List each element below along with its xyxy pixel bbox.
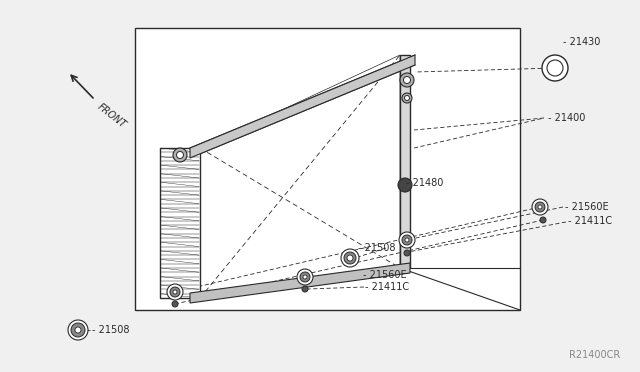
Polygon shape	[190, 55, 415, 158]
Circle shape	[347, 255, 353, 261]
Polygon shape	[400, 55, 410, 268]
Text: - 21508: - 21508	[358, 243, 396, 253]
Circle shape	[547, 60, 563, 76]
Text: R21400CR: R21400CR	[569, 350, 620, 360]
Circle shape	[297, 269, 313, 285]
Bar	[135, 28, 520, 310]
Circle shape	[75, 327, 81, 333]
Circle shape	[71, 323, 85, 337]
Circle shape	[300, 272, 310, 282]
Circle shape	[177, 151, 184, 158]
Circle shape	[173, 290, 177, 294]
Circle shape	[303, 275, 307, 279]
Circle shape	[402, 235, 412, 245]
Circle shape	[302, 286, 308, 292]
Circle shape	[398, 178, 412, 192]
Circle shape	[542, 55, 568, 81]
Text: - 21400: - 21400	[548, 113, 586, 123]
Text: - 21411C: - 21411C	[365, 282, 409, 292]
Circle shape	[404, 96, 410, 100]
Text: - 21480: - 21480	[406, 178, 444, 188]
Circle shape	[68, 320, 88, 340]
Circle shape	[400, 73, 414, 87]
Circle shape	[405, 238, 409, 242]
Circle shape	[404, 250, 410, 256]
Circle shape	[403, 77, 410, 83]
Circle shape	[402, 93, 412, 103]
Circle shape	[399, 232, 415, 248]
Text: - 21560E: - 21560E	[363, 270, 406, 280]
Circle shape	[341, 249, 359, 267]
Text: - 21560E: - 21560E	[565, 202, 609, 212]
Polygon shape	[190, 263, 410, 303]
Circle shape	[167, 284, 183, 300]
Circle shape	[170, 287, 180, 297]
Text: FRONT: FRONT	[96, 102, 129, 130]
Bar	[160, 148, 200, 298]
Circle shape	[173, 148, 187, 162]
Circle shape	[532, 199, 548, 215]
Polygon shape	[200, 55, 400, 298]
Circle shape	[538, 205, 542, 209]
Circle shape	[344, 252, 356, 264]
Circle shape	[540, 217, 546, 223]
Text: - 21508: - 21508	[92, 325, 129, 335]
Circle shape	[172, 301, 178, 307]
Text: - 21430: - 21430	[563, 37, 600, 47]
Circle shape	[535, 202, 545, 212]
Text: - 21411C: - 21411C	[568, 216, 612, 226]
